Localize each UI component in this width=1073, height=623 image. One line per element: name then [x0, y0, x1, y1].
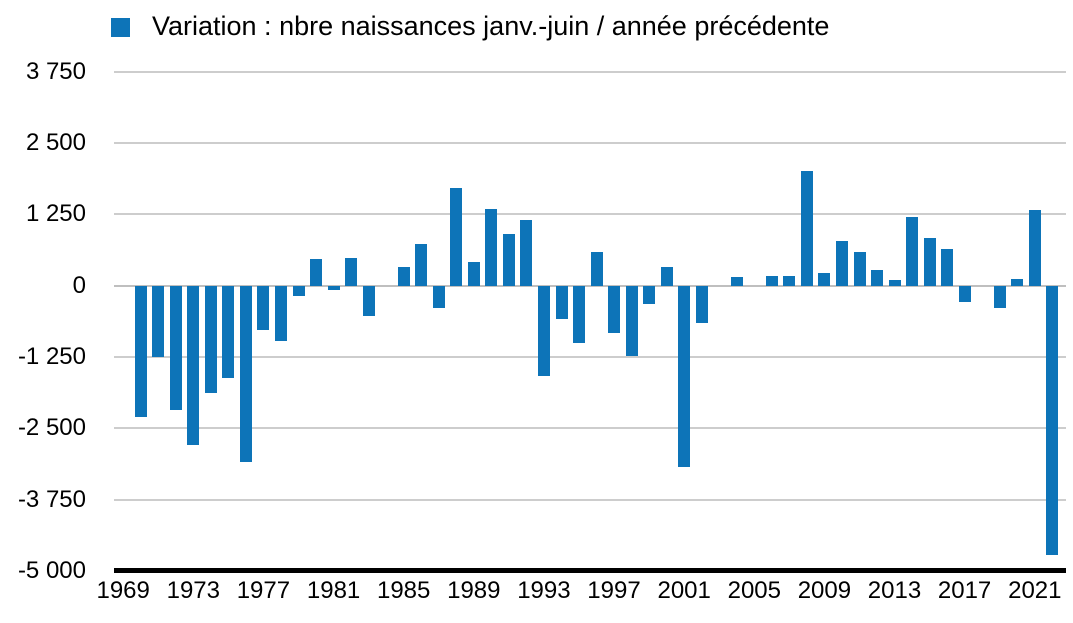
x-axis-tick-label: 1981	[306, 577, 361, 604]
bar-1999	[643, 285, 656, 305]
bar-2002	[695, 285, 708, 323]
bar-1970	[134, 285, 147, 417]
y-axis-tick-label: 1 250	[25, 200, 86, 228]
legend[interactable]: Variation : nbre naissances janv.-juin /…	[111, 10, 829, 42]
bar-2001	[678, 285, 691, 468]
bar-1994	[555, 285, 568, 320]
bar-1988	[450, 187, 463, 286]
y-axis-tick-label: -5 000	[17, 556, 86, 584]
x-axis-tick-label: 1993	[517, 577, 571, 604]
bar-1982	[345, 258, 358, 286]
bar-1990	[485, 209, 498, 286]
bar-1980	[310, 258, 322, 286]
gridline	[114, 70, 1066, 73]
bar-1986	[415, 244, 428, 286]
bar-2015	[923, 238, 936, 286]
x-axis-tick-label: 2001	[657, 577, 711, 604]
bar-2000	[660, 266, 673, 286]
bar-1998	[625, 285, 638, 357]
y-axis-tick-label: -3 750	[17, 485, 86, 513]
bar-2022	[1046, 285, 1059, 556]
x-axis-tick-label: 2005	[727, 577, 781, 604]
bar-1972	[169, 285, 182, 410]
y-axis-tick-label: 0	[72, 271, 86, 299]
x-axis-tick-label: 2021	[1008, 577, 1062, 604]
bar-2011	[853, 252, 866, 286]
bar-2004	[730, 276, 743, 286]
bar-1975	[222, 285, 235, 379]
bar-1981	[327, 285, 340, 290]
bar-1997	[608, 285, 620, 333]
y-axis-tick-label: 3 750	[25, 57, 86, 85]
bar-2020	[1011, 279, 1024, 286]
y-axis-tick-label: -1 250	[17, 343, 86, 370]
zero-gridline	[114, 284, 1066, 287]
bar-2010	[835, 240, 848, 286]
bar-1978	[275, 285, 287, 341]
y-axis-tick-label: -2 500	[17, 414, 86, 442]
bar-2009	[818, 272, 831, 286]
bar-1987	[432, 285, 445, 309]
x-axis-line	[114, 568, 1066, 574]
x-axis-tick-label: 1969	[96, 577, 150, 604]
x-axis-tick-label: 2013	[867, 577, 922, 604]
bar-2008	[800, 170, 813, 286]
bar-2013	[888, 280, 901, 286]
bar-1985	[397, 266, 410, 286]
x-axis-tick-label: 1985	[376, 577, 431, 604]
bar-1971	[152, 285, 165, 357]
x-axis-tick-label: 1973	[166, 577, 220, 604]
x-axis-tick-label: 2017	[937, 577, 992, 604]
bar-1995	[573, 285, 585, 344]
gridline	[114, 356, 1066, 358]
bar-1993	[537, 285, 550, 376]
bar-1974	[204, 285, 217, 393]
bar-1979	[292, 285, 305, 296]
bar-1989	[467, 261, 480, 286]
x-axis-tick-label: 1989	[447, 577, 501, 604]
bar-2017	[958, 285, 971, 303]
gridline	[114, 498, 1066, 501]
bar-1992	[520, 220, 533, 286]
y-axis-tick-label: 2 500	[25, 129, 86, 157]
bar-1973	[187, 285, 200, 445]
legend-label: Variation : nbre naissances janv.-juin /…	[152, 11, 830, 41]
bar-1983	[362, 285, 375, 316]
bar-1977	[257, 285, 270, 330]
x-axis-tick-label: 1997	[587, 577, 641, 604]
bar-2007	[783, 276, 796, 286]
gridline	[114, 213, 1066, 216]
bar-2012	[871, 270, 883, 286]
bar-2006	[765, 276, 778, 286]
bar-2019	[993, 285, 1006, 309]
legend-color-swatch	[111, 17, 130, 37]
gridline	[114, 142, 1066, 145]
bar-2014	[906, 216, 919, 286]
bar-2016	[941, 248, 954, 286]
bar-1991	[502, 234, 515, 286]
bar-2021	[1028, 210, 1041, 286]
bar-1976	[239, 285, 252, 463]
gridline	[114, 427, 1066, 430]
x-axis-tick-label: 1977	[236, 577, 291, 604]
bar-1996	[590, 252, 603, 286]
x-axis-tick-label: 2009	[797, 577, 852, 604]
